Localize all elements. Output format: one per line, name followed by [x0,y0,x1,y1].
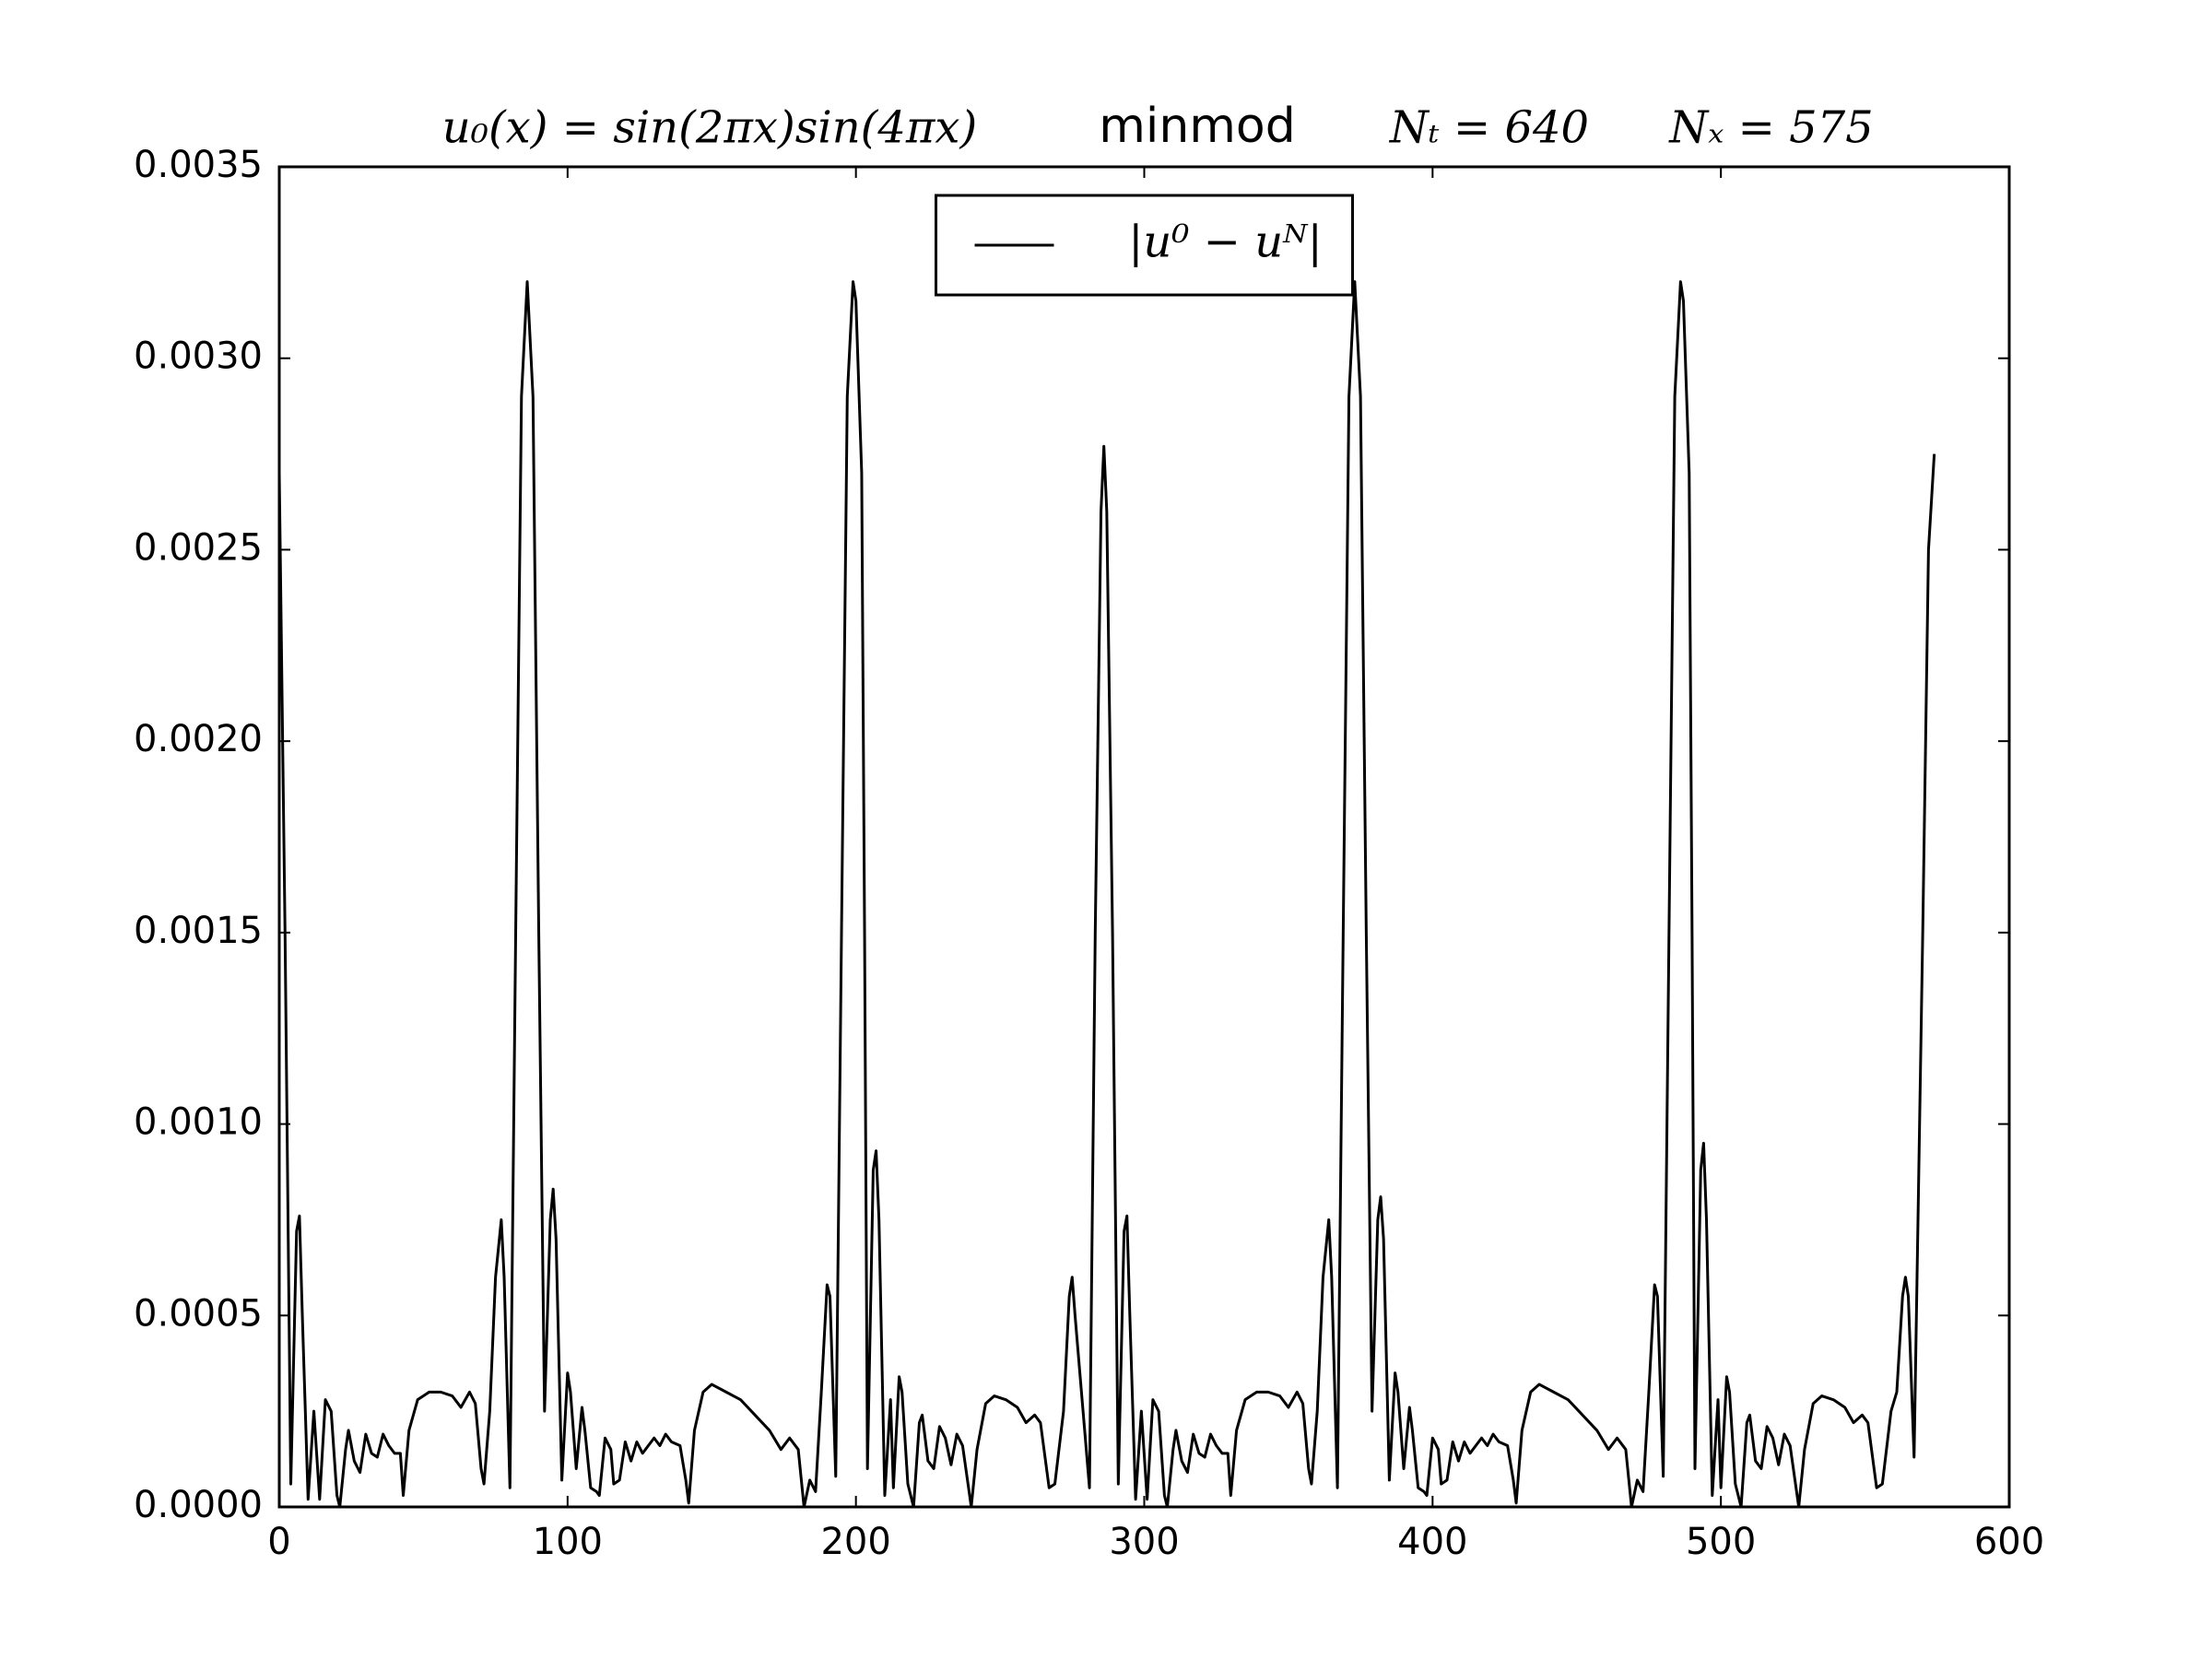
y-tick-label: 0.0010 [134,1101,263,1144]
chart-title: Nₜ = 640 [1389,102,1589,154]
x-tick-label: 600 [1974,1521,2044,1563]
chart-title: Nₓ = 575 [1668,102,1873,154]
legend-box [935,194,1354,297]
data-line [277,280,1936,1509]
y-tick-label: 0.0000 [134,1484,263,1526]
plot-frame [277,165,2011,1509]
chart-title: minmod [1099,99,1296,154]
x-tick-label: 400 [1397,1521,1467,1563]
x-tick-label: 0 [267,1521,290,1563]
y-tick-label: 0.0035 [134,144,263,186]
chart-title: u₀(x) = sin(2πx)sin(4πx) [442,102,977,154]
y-tick-label: 0.0005 [134,1292,263,1335]
y-tick-label: 0.0030 [134,335,263,378]
legend-label: |u⁰ − uᴺ| [1128,217,1323,268]
x-tick-label: 300 [1109,1521,1179,1563]
x-tick-label: 200 [820,1521,890,1563]
y-tick-label: 0.0015 [134,910,263,952]
x-tick-label: 500 [1686,1521,1756,1563]
x-tick-label: 100 [533,1521,603,1563]
y-tick-label: 0.0020 [134,718,263,760]
y-tick-label: 0.0025 [134,526,263,569]
